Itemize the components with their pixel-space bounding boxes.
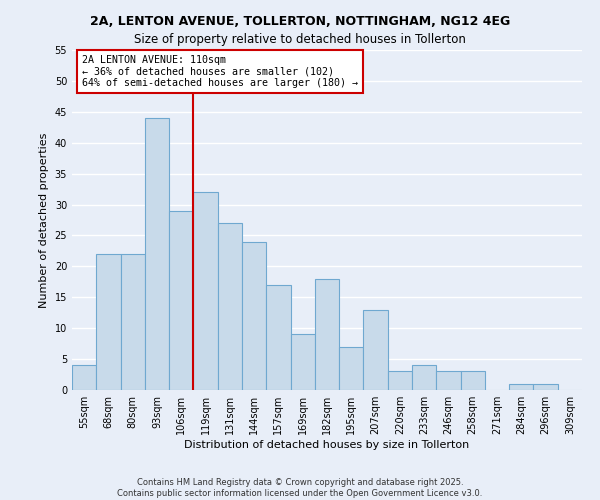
Bar [364, 310, 388, 390]
Text: 2A LENTON AVENUE: 110sqm
← 36% of detached houses are smaller (102)
64% of semi-: 2A LENTON AVENUE: 110sqm ← 36% of detach… [82, 55, 358, 88]
Bar [266, 285, 290, 390]
Bar [218, 223, 242, 390]
Bar [290, 334, 315, 390]
Bar [193, 192, 218, 390]
Bar [461, 372, 485, 390]
Y-axis label: Number of detached properties: Number of detached properties [39, 132, 49, 308]
Text: Contains HM Land Registry data © Crown copyright and database right 2025.
Contai: Contains HM Land Registry data © Crown c… [118, 478, 482, 498]
Bar [121, 254, 145, 390]
Bar [242, 242, 266, 390]
Bar [412, 366, 436, 390]
Bar [509, 384, 533, 390]
Bar [436, 372, 461, 390]
X-axis label: Distribution of detached houses by size in Tollerton: Distribution of detached houses by size … [184, 440, 470, 450]
Bar [169, 210, 193, 390]
Bar [96, 254, 121, 390]
Bar [339, 346, 364, 390]
Bar [533, 384, 558, 390]
Bar [72, 366, 96, 390]
Text: 2A, LENTON AVENUE, TOLLERTON, NOTTINGHAM, NG12 4EG: 2A, LENTON AVENUE, TOLLERTON, NOTTINGHAM… [90, 15, 510, 28]
Bar [315, 278, 339, 390]
Bar [145, 118, 169, 390]
Text: Size of property relative to detached houses in Tollerton: Size of property relative to detached ho… [134, 32, 466, 46]
Bar [388, 372, 412, 390]
